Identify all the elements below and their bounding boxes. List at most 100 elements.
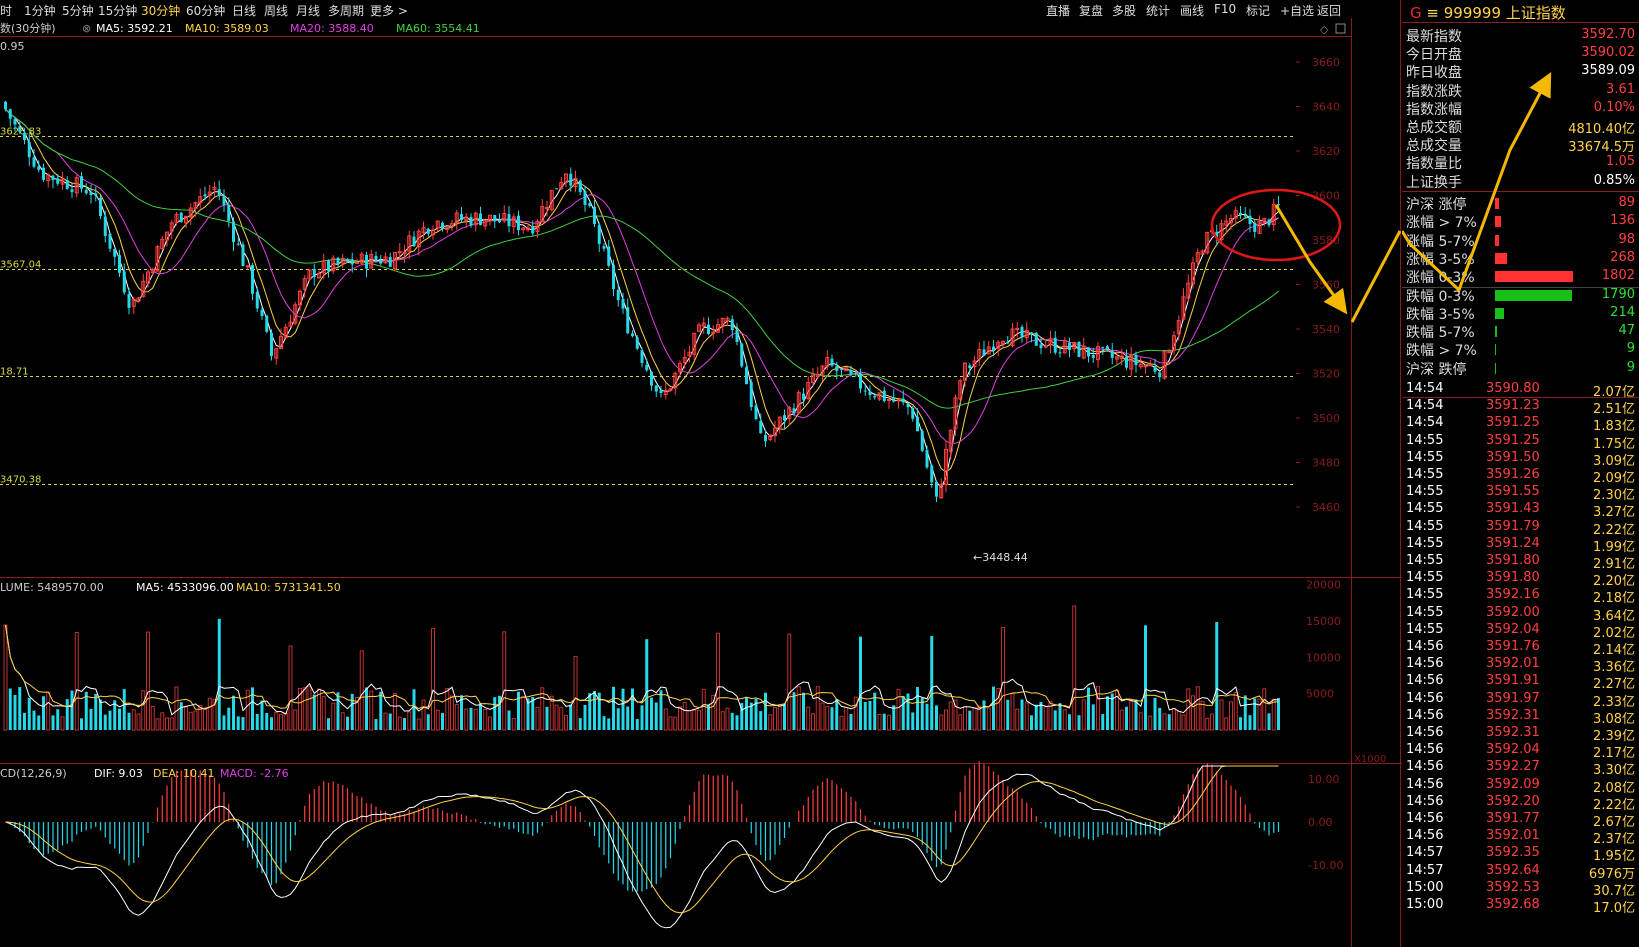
volume-bar (882, 713, 886, 730)
tick-row[interactable]: 14:55 3591.55 2.30亿 (1402, 484, 1639, 503)
tick-row[interactable]: 14:55 3591.80 2.91亿 (1402, 553, 1639, 572)
volume-bar (136, 713, 141, 731)
toolbar-action-4[interactable]: 画线 (1180, 4, 1205, 18)
tick-row[interactable]: 14:54 3590.80 2.07亿 (1402, 381, 1639, 400)
tick-row[interactable]: 14:57 3592.64 6976万 (1402, 863, 1639, 882)
period-tab-6[interactable]: 日线 (232, 4, 257, 18)
highlight-ellipse[interactable] (1210, 188, 1342, 262)
tick-row[interactable]: 14:55 3592.04 2.02亿 (1402, 622, 1639, 641)
candle-body-up (488, 214, 492, 222)
user-annotations[interactable] (1210, 188, 1402, 323)
candle-body-up (678, 362, 682, 373)
period-tab-1[interactable]: 1分钟 (24, 4, 56, 18)
volume-bar (42, 696, 45, 730)
tick-row[interactable]: 14:56 3592.27 3.30亿 (1402, 759, 1639, 778)
volume-bar (554, 704, 559, 731)
tick-row[interactable]: 14:55 3591.43 3.27亿 (1402, 501, 1639, 520)
volume-bar (207, 697, 212, 731)
tick-row[interactable]: 14:56 3592.20 2.22亿 (1402, 793, 1639, 813)
toolbar-action-7[interactable]: +自选 (1280, 4, 1315, 18)
tick-row[interactable]: 14:55 3591.26 2.09亿 (1402, 467, 1639, 486)
period-tab-9[interactable]: 多周期 (328, 4, 365, 18)
tick-row[interactable]: 15:00 3592.53 30.7亿 (1402, 880, 1639, 899)
toolbar-action-8[interactable]: 返回 (1317, 4, 1342, 18)
tick-row[interactable]: 14:55 3591.80 2.20亿 (1402, 570, 1639, 589)
tick-time: 14:55 (1406, 604, 1444, 620)
tick-price: 3591.26 (1486, 467, 1540, 482)
tick-row[interactable]: 14:56 3591.97 2.33亿 (1402, 691, 1639, 710)
tick-row[interactable]: 14:55 3592.00 3.64亿 (1402, 604, 1639, 624)
volume-bar (1162, 713, 1167, 731)
tick-row[interactable]: 14:56 3591.91 2.27亿 (1402, 673, 1639, 692)
tick-row[interactable]: 14:56 3592.09 2.08亿 (1402, 777, 1639, 796)
period-tab-8[interactable]: 月线 (296, 4, 321, 18)
period-tab-7[interactable]: 周线 (264, 4, 289, 18)
tick-price: 3592.01 (1486, 828, 1540, 844)
period-tab-2[interactable]: 5分钟 (62, 4, 94, 18)
toolbar-action-2[interactable]: 多股 (1112, 4, 1137, 18)
candle-body-up (787, 407, 792, 420)
tick-row[interactable]: 14:55 3591.50 3.09亿 (1402, 450, 1639, 469)
candle-body-down (251, 265, 254, 294)
candle-body-down (56, 178, 60, 184)
diamond-icon[interactable]: ◇ (1320, 23, 1329, 36)
tick-row[interactable]: 14:56 3592.04 2.17亿 (1402, 742, 1639, 761)
tick-row[interactable]: 14:54 3591.23 2.51亿 (1402, 398, 1639, 417)
candle-body-down (388, 256, 392, 267)
tick-row[interactable]: 14:55 3591.24 1.99亿 (1402, 536, 1639, 555)
toolbar-action-1[interactable]: 复盘 (1079, 4, 1104, 18)
period-tab-10[interactable]: 更多 > (370, 4, 408, 18)
quote-title[interactable]: G ≡ 999999 上证指数 (1410, 2, 1566, 23)
tick-row[interactable]: 14:56 3591.77 2.67亿 (1402, 811, 1639, 830)
candle-body-down (265, 315, 269, 332)
period-tab-5[interactable]: 60分钟 (186, 4, 226, 18)
candle-body-down (745, 367, 748, 385)
candle-body-down (1020, 326, 1024, 338)
annotation-arrow-down[interactable] (1274, 204, 1348, 315)
chart-area[interactable]: 3660364036203600358035603540352035003480… (0, 0, 1402, 947)
settings-circle-icon[interactable]: ⊗ (82, 22, 91, 35)
candle-body-up (1015, 327, 1020, 331)
tick-time: 14:55 (1406, 467, 1444, 482)
period-tab-3[interactable]: 15分钟 (98, 4, 138, 18)
candle-body-up (1119, 355, 1124, 360)
candle-body-up (1186, 282, 1191, 299)
tick-row[interactable]: 14:55 3591.25 1.75亿 (1402, 433, 1639, 452)
volume-bar (1129, 701, 1134, 731)
tick-row[interactable]: 14:56 3591.76 2.14亿 (1402, 639, 1639, 658)
volume-bar (1006, 699, 1010, 730)
candle-body-down (327, 260, 330, 272)
tick-row[interactable]: 14:56 3592.01 3.36亿 (1402, 656, 1639, 675)
candle-body-up (986, 346, 991, 355)
period-tab-0[interactable]: 时 (0, 4, 13, 18)
tick-row[interactable]: 14:56 3592.01 2.37亿 (1402, 828, 1639, 847)
breadth-bar (1495, 362, 1496, 374)
window-toggle-icon[interactable] (1335, 23, 1346, 34)
toolbar-action-0[interactable]: 直播 (1046, 4, 1071, 18)
toolbar-action-5[interactable]: F10 (1214, 2, 1237, 16)
candle-body-down (892, 397, 896, 402)
toolbar-action-3[interactable]: 统计 (1146, 4, 1171, 18)
volume-bars (3, 605, 1280, 731)
tick-row[interactable]: 14:54 3591.25 1.83亿 (1402, 415, 1639, 434)
ma60-readout: MA60: 3554.41 (396, 22, 480, 35)
tick-amount: 1.99亿 (1593, 539, 1635, 555)
toolbar-action-6[interactable]: 标记 (1246, 4, 1271, 18)
tick-row[interactable]: 15:00 3592.68 17.0亿 (1402, 897, 1639, 916)
tick-row[interactable]: 14:57 3592.35 1.95亿 (1402, 845, 1639, 864)
candle-body-up (1167, 351, 1172, 354)
volume-bar (227, 707, 231, 730)
volume-bar (607, 718, 611, 730)
volume-bar (365, 687, 368, 730)
annotation-arrow-segment[interactable] (1350, 230, 1402, 323)
tick-row[interactable]: 14:55 3591.79 2.22亿 (1402, 519, 1639, 538)
volume-bar (740, 703, 744, 730)
tick-row[interactable]: 14:56 3592.31 2.39亿 (1402, 725, 1639, 744)
tick-time: 14:56 (1406, 793, 1444, 809)
tick-row[interactable]: 14:55 3592.16 2.18亿 (1402, 587, 1639, 606)
volume-bar (327, 718, 330, 730)
tick-time: 14:54 (1406, 398, 1444, 414)
candle-body-up (996, 341, 1001, 349)
tick-row[interactable]: 14:56 3592.31 3.08亿 (1402, 708, 1639, 727)
period-tab-4[interactable]: 30分钟 (141, 4, 181, 18)
